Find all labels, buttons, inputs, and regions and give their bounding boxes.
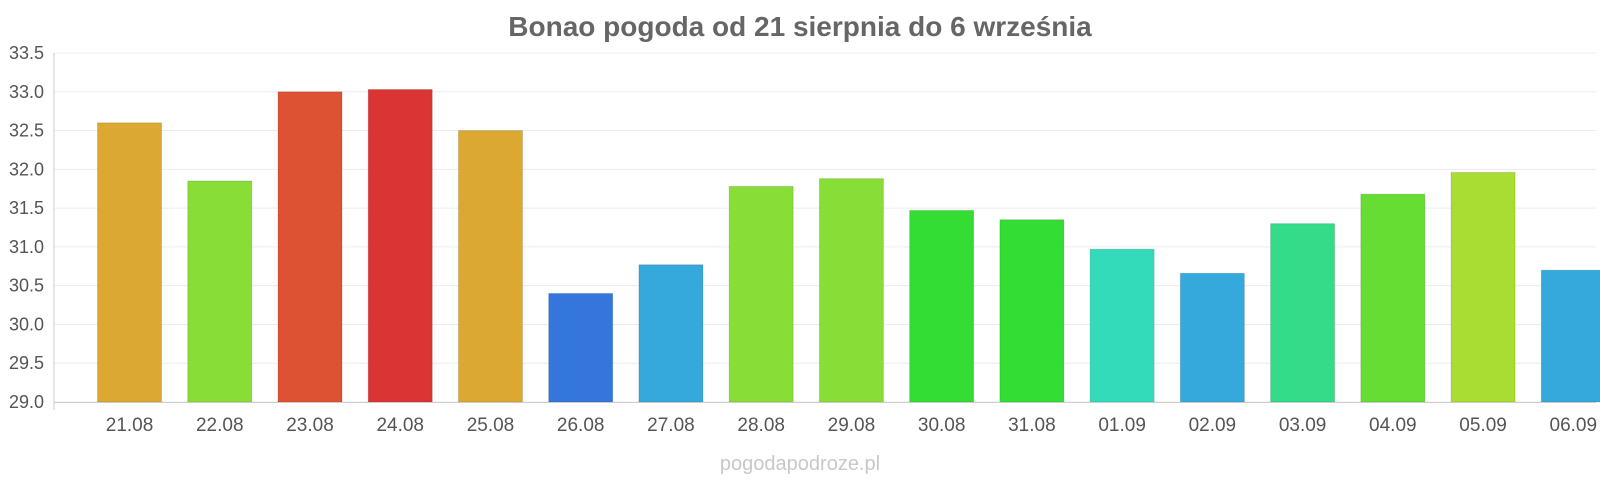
x-tick-label: 02.09 bbox=[1189, 415, 1237, 436]
y-tick-label: 30.5 bbox=[9, 276, 44, 296]
x-tick-label: 31.08 bbox=[1008, 415, 1056, 436]
x-tick-label: 28.08 bbox=[737, 415, 785, 436]
bar-30.08 bbox=[909, 209, 975, 403]
bar-28.08 bbox=[728, 185, 794, 403]
watermark: pogodapodroze.pl bbox=[720, 453, 880, 475]
x-tick-label: 05.09 bbox=[1459, 415, 1507, 436]
chart-title: Bonao pogoda od 21 sierpnia do 6 wrześni… bbox=[508, 11, 1092, 42]
y-tick-label: 32.5 bbox=[9, 121, 44, 141]
x-tick-label: 29.08 bbox=[828, 415, 876, 436]
x-tick-label: 27.08 bbox=[647, 415, 695, 436]
y-tick-label: 31.5 bbox=[9, 198, 44, 218]
x-tick-label: 30.08 bbox=[918, 415, 966, 436]
x-tick-label: 25.08 bbox=[467, 415, 515, 436]
x-tick-label: 22.08 bbox=[196, 415, 244, 436]
y-tick-label: 29.0 bbox=[9, 392, 44, 412]
bar-25.08 bbox=[457, 130, 524, 403]
y-tick-label: 32.0 bbox=[9, 159, 44, 179]
y-tick-label: 30.0 bbox=[9, 314, 44, 334]
bar-05.09 bbox=[1450, 171, 1516, 403]
x-tick-label: 01.09 bbox=[1098, 415, 1146, 436]
y-tick-label: 29.5 bbox=[9, 353, 44, 373]
y-tick-label: 33.0 bbox=[9, 82, 44, 102]
x-tick-label: 03.09 bbox=[1279, 415, 1327, 436]
x-tick-label: 21.08 bbox=[106, 415, 154, 436]
bar-01.09 bbox=[1089, 248, 1155, 403]
y-tick-label: 33.5 bbox=[9, 43, 44, 63]
bar-24.08 bbox=[367, 88, 433, 403]
x-tick-label: 24.08 bbox=[376, 415, 424, 436]
x-tick-label: 26.08 bbox=[557, 415, 605, 436]
bar-04.09 bbox=[1360, 193, 1426, 403]
y-axis-ticks: 29.0 29.5 30.0 30.5 31.0 31.5 32.0 32.5 33.0 33.5 bbox=[9, 43, 44, 412]
x-tick-label: 06.09 bbox=[1550, 415, 1598, 436]
bar-27.08 bbox=[638, 264, 704, 403]
bar-23.08 bbox=[277, 91, 343, 403]
bar-02.09 bbox=[1179, 272, 1245, 403]
bars bbox=[97, 88, 1600, 403]
bar-03.09 bbox=[1270, 223, 1336, 403]
bar-31.08 bbox=[999, 219, 1065, 403]
bar-06.09 bbox=[1540, 269, 1600, 403]
x-axis-ticks: 21.08 22.08 23.08 24.08 25.08 26.08 27.08 28.08… bbox=[106, 415, 1597, 436]
bar-21.08 bbox=[97, 122, 163, 403]
x-tick-label: 04.09 bbox=[1369, 415, 1417, 436]
bar-26.08 bbox=[548, 292, 614, 403]
x-tick-label: 23.08 bbox=[286, 415, 334, 436]
bar-22.08 bbox=[187, 180, 253, 403]
bar-29.08 bbox=[818, 178, 884, 403]
y-tick-label: 31.0 bbox=[9, 237, 44, 257]
